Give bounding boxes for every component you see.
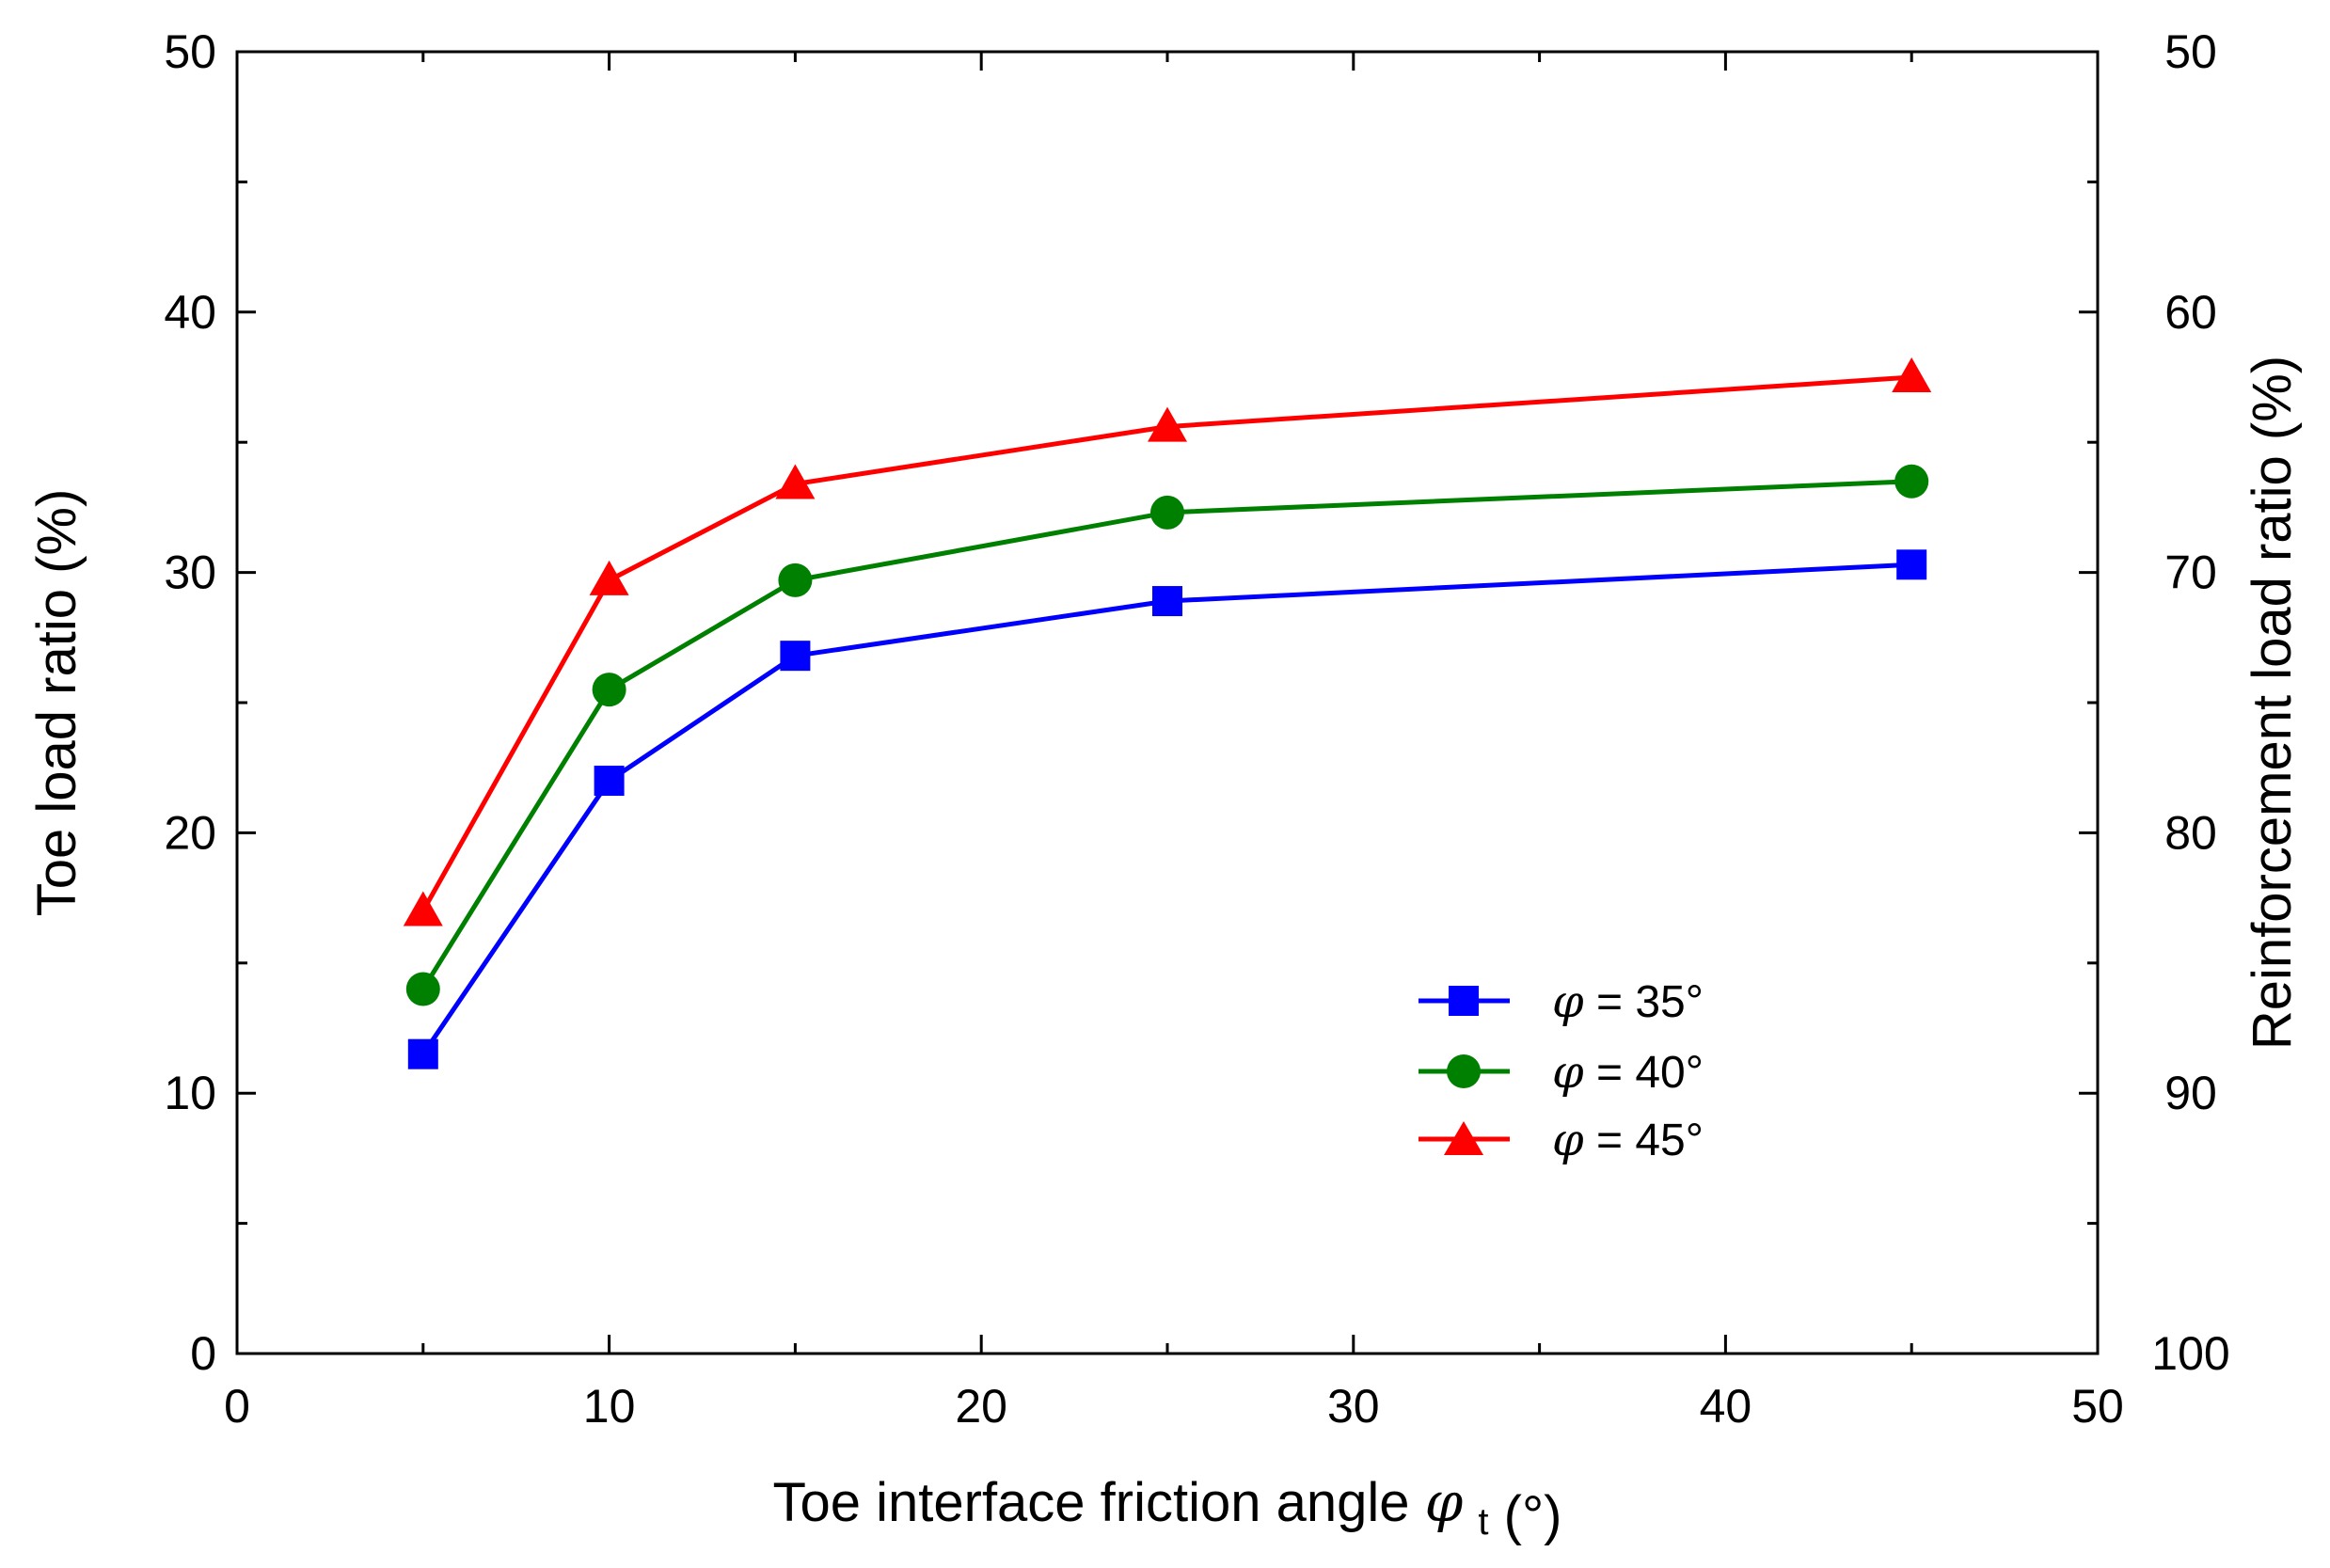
data-point-circle — [1150, 495, 1184, 530]
x-axis-title-subscript: t — [1478, 1501, 1488, 1543]
y2-tick-label: 90 — [2164, 1067, 2217, 1119]
x-axis-title-unit: (°) — [1504, 1485, 1562, 1546]
y-tick-label: 30 — [164, 546, 216, 599]
legend-label-series-2: φ = 40° — [1552, 1046, 1704, 1099]
data-point-triangle — [589, 560, 629, 595]
y2-tick-label: 70 — [2164, 546, 2217, 599]
data-point-circle — [778, 562, 813, 597]
axis-ticks — [235, 50, 2100, 1355]
x-axis-title: Toe interface friction angle φ t (°) — [772, 1470, 1561, 1546]
x-tick-label: 0 — [224, 1380, 250, 1433]
x-tick-label: 30 — [1327, 1380, 1380, 1433]
legend-marker-series-3 — [1444, 1121, 1483, 1155]
data-point-triangle — [775, 464, 816, 499]
data-point-square — [594, 766, 625, 797]
data-point-circle — [592, 673, 626, 707]
data-point-square — [1896, 549, 1927, 580]
data-point-square — [1152, 586, 1182, 617]
legend-label-series-3: φ = 45° — [1552, 1114, 1704, 1166]
y-tick-label: 10 — [164, 1067, 216, 1119]
y2-tick-label: 60 — [2164, 286, 2217, 339]
legend: φ = 35° φ = 40° φ = 45° — [1419, 975, 1704, 1166]
x-tick-label: 50 — [2071, 1380, 2124, 1433]
x-axis-title-text: Toe interface friction angle — [772, 1472, 1409, 1533]
x-tick-label: 10 — [583, 1380, 636, 1433]
x-axis-title-symbol: φ — [1425, 1470, 1464, 1534]
y-tick-label: 20 — [164, 806, 216, 859]
series-line — [420, 479, 1912, 990]
legend-marker-series-2 — [1447, 1054, 1481, 1088]
y-tick-label: 50 — [164, 25, 216, 78]
x-tick-label: 20 — [955, 1380, 1007, 1433]
data-point-square — [407, 1038, 438, 1069]
series-1 — [407, 549, 1927, 1069]
y2-tick-label: 100 — [2151, 1327, 2229, 1380]
y-axis-title: Toe load ratio (%) — [26, 489, 87, 917]
y-tick-label: 0 — [190, 1327, 216, 1380]
y2-tick-label: 50 — [2164, 25, 2217, 78]
series-3 — [403, 357, 1932, 927]
data-point-circle — [405, 972, 440, 1006]
tick-labels: 0 10 20 30 40 50 0 10 20 30 40 50 100 90 80 70 60 50 — [164, 25, 2229, 1433]
data-point-triangle — [403, 891, 443, 927]
legend-marker-series-1 — [1449, 986, 1479, 1016]
data-point-triangle — [1148, 406, 1187, 442]
y-tick-label: 40 — [164, 286, 216, 339]
y2-tick-label: 80 — [2164, 806, 2217, 859]
y2-axis-title: Reinforcement load ratio (%) — [2242, 356, 2303, 1050]
data-series — [403, 357, 1932, 1069]
legend-label-series-1: φ = 35° — [1552, 975, 1704, 1028]
x-tick-label: 40 — [1700, 1380, 1752, 1433]
plot-frame — [235, 50, 2100, 1355]
data-point-circle — [1894, 464, 1929, 499]
series-line — [420, 374, 1912, 912]
data-point-square — [780, 641, 811, 672]
data-point-triangle — [1892, 357, 1932, 392]
series-2 — [405, 464, 1929, 1006]
